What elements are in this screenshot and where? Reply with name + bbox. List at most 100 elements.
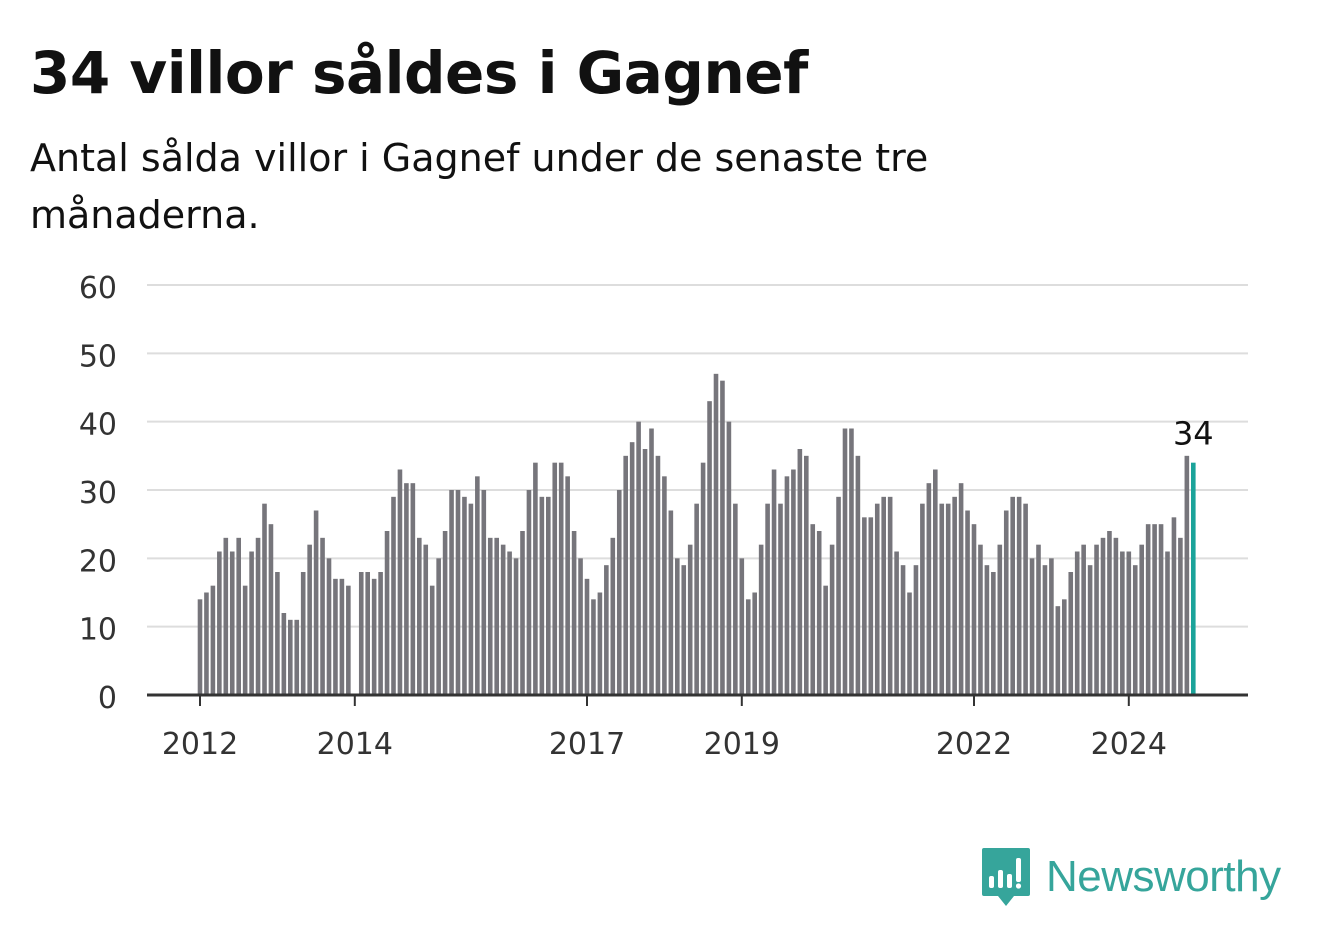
bar bbox=[429, 585, 435, 695]
bar bbox=[771, 469, 777, 695]
bar bbox=[623, 455, 628, 695]
bar bbox=[926, 483, 932, 695]
bar bbox=[881, 496, 886, 695]
bar bbox=[1042, 565, 1048, 695]
y-tick-label: 10 bbox=[79, 613, 117, 648]
bar bbox=[1074, 551, 1080, 695]
bar bbox=[475, 476, 480, 695]
bar bbox=[978, 544, 983, 695]
bar bbox=[597, 592, 603, 695]
bar bbox=[410, 483, 416, 695]
bar bbox=[1165, 551, 1170, 695]
bar bbox=[513, 558, 519, 695]
bar bbox=[823, 585, 828, 695]
bar bbox=[262, 503, 267, 695]
bar bbox=[391, 496, 396, 695]
bar bbox=[1171, 517, 1177, 695]
bar bbox=[552, 462, 558, 695]
bar bbox=[907, 592, 912, 695]
bar bbox=[275, 572, 280, 695]
bar bbox=[333, 578, 338, 695]
bar bbox=[1178, 537, 1183, 695]
bar bbox=[804, 455, 809, 695]
y-tick-label: 40 bbox=[79, 408, 117, 443]
bar bbox=[887, 496, 893, 695]
bar bbox=[862, 517, 867, 695]
bar bbox=[765, 503, 770, 695]
bar bbox=[810, 524, 816, 695]
x-tick-label: 2024 bbox=[1091, 727, 1167, 762]
bar bbox=[720, 380, 725, 695]
bar bbox=[417, 537, 422, 695]
bar bbox=[423, 544, 429, 695]
x-tick-label: 2012 bbox=[162, 727, 238, 762]
bar bbox=[836, 496, 841, 695]
value-annotation: 34 bbox=[1173, 415, 1214, 453]
bar bbox=[313, 510, 319, 695]
bar bbox=[1132, 565, 1138, 695]
bar bbox=[952, 496, 957, 695]
bar bbox=[649, 428, 654, 695]
bar bbox=[449, 490, 454, 695]
bar bbox=[1158, 524, 1164, 695]
bar bbox=[1010, 496, 1015, 695]
bar bbox=[539, 496, 545, 695]
bar bbox=[468, 503, 474, 695]
bar bbox=[268, 524, 274, 695]
bar-chart-speech-bubble-icon bbox=[982, 848, 1030, 906]
bar bbox=[913, 565, 919, 695]
bar bbox=[933, 469, 938, 695]
bar bbox=[455, 490, 461, 695]
bar bbox=[752, 592, 757, 695]
bar bbox=[494, 537, 499, 695]
bar bbox=[1087, 565, 1093, 695]
bar bbox=[591, 599, 596, 695]
bar bbox=[1145, 524, 1151, 695]
bar bbox=[358, 572, 364, 695]
bar-highlight bbox=[1191, 462, 1196, 695]
bar bbox=[1003, 510, 1009, 695]
bar bbox=[1120, 551, 1125, 695]
bar bbox=[784, 476, 790, 695]
bar bbox=[584, 578, 590, 695]
bar bbox=[1100, 537, 1106, 695]
brand-name: Newsworthy bbox=[1046, 852, 1281, 901]
page-title: 34 villor såldes i Gagnef bbox=[30, 39, 808, 107]
bar bbox=[681, 565, 687, 695]
bar bbox=[920, 503, 925, 695]
y-tick-label: 50 bbox=[79, 339, 117, 374]
bar bbox=[320, 537, 325, 695]
bar bbox=[733, 503, 738, 695]
bar bbox=[791, 469, 796, 695]
bar bbox=[462, 496, 467, 695]
bar bbox=[991, 572, 996, 695]
bar bbox=[346, 585, 351, 695]
bar bbox=[842, 428, 848, 695]
bar bbox=[1152, 524, 1157, 695]
bar bbox=[204, 592, 209, 695]
bar bbox=[868, 517, 874, 695]
bar bbox=[1126, 551, 1132, 695]
bar bbox=[487, 537, 493, 695]
bar bbox=[855, 455, 861, 695]
bar bbox=[778, 503, 783, 695]
bar bbox=[1023, 503, 1028, 695]
bar bbox=[436, 558, 441, 695]
bar bbox=[571, 531, 577, 695]
bar bbox=[1068, 572, 1074, 695]
bar bbox=[300, 572, 306, 695]
bar bbox=[1062, 599, 1067, 695]
bar bbox=[668, 510, 674, 695]
bar bbox=[829, 544, 835, 695]
bar bbox=[1139, 544, 1144, 695]
bar bbox=[1107, 531, 1112, 695]
bar bbox=[965, 510, 970, 695]
x-tick-label: 2019 bbox=[704, 727, 780, 762]
bar bbox=[984, 565, 990, 695]
bar bbox=[242, 585, 248, 695]
bar bbox=[397, 469, 403, 695]
bar bbox=[339, 578, 345, 695]
bar bbox=[816, 531, 822, 695]
y-tick-label: 60 bbox=[79, 271, 117, 306]
bar bbox=[500, 544, 506, 695]
